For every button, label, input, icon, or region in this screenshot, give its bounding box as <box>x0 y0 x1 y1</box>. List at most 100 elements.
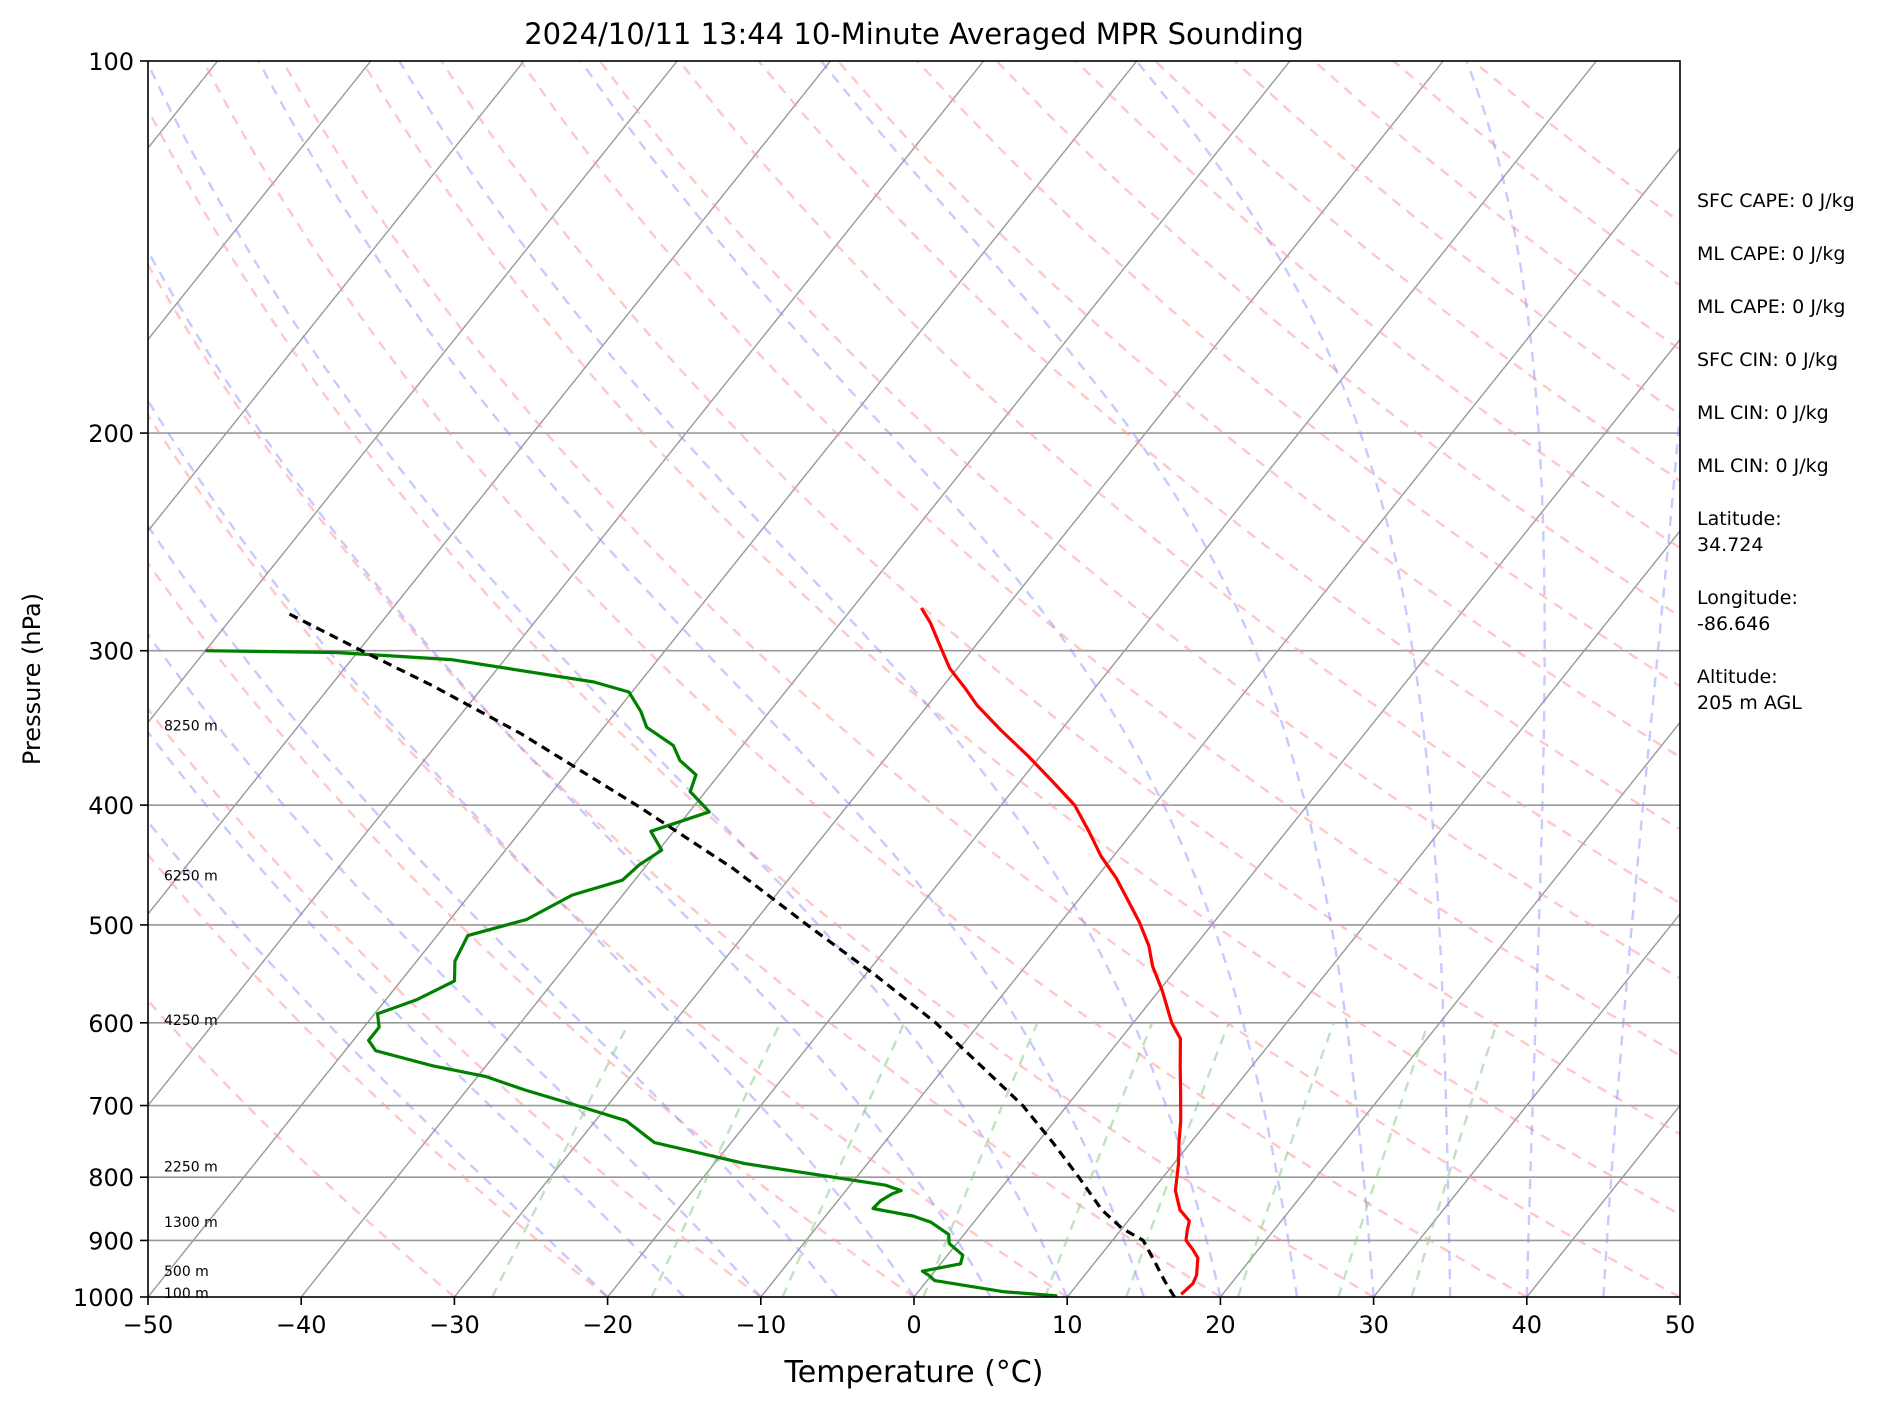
dry-adiabat <box>148 262 1222 1297</box>
isotherm-line <box>1373 912 1680 1297</box>
moist-adiabat <box>148 632 762 1297</box>
height-label: 100 m <box>164 1286 209 1302</box>
x-tick-label: −20 <box>582 1311 633 1339</box>
dry-adiabat <box>678 61 1680 905</box>
x-tick-label: 50 <box>1665 1311 1696 1339</box>
mixing-ratio-line <box>491 1022 630 1297</box>
moist-adiabat <box>257 61 1145 1297</box>
isotherm-line <box>1219 721 1680 1297</box>
mixing-ratio-line <box>1125 1022 1230 1297</box>
isotherm-line <box>913 338 1680 1297</box>
height-label: 4250 m <box>164 1013 218 1029</box>
dry-adiabat <box>440 61 1680 1136</box>
dry-adiabat <box>148 107 1375 1297</box>
info-line: Altitude: 205 m AGL <box>1697 666 1802 714</box>
height-label: 8250 m <box>164 719 218 735</box>
dry-adiabat <box>148 560 915 1297</box>
dry-adiabat <box>916 61 1680 688</box>
isotherm-line <box>148 61 372 341</box>
axis-ticks: −50 −40 −30 −20 −10 0 10 20 30 40 50 100 200 300 400 50… <box>73 48 1695 1339</box>
x-tick-label: −10 <box>735 1311 786 1339</box>
y-axis-label: Pressure (hPa) <box>18 593 46 765</box>
y-tick-label: 600 <box>88 1010 134 1038</box>
mixing-ratio-line <box>781 1022 906 1297</box>
y-tick-label: 100 <box>88 48 134 76</box>
background-lines <box>148 61 1680 1297</box>
x-tick-label: 10 <box>1052 1311 1083 1339</box>
moist-adiabat <box>579 61 1299 1297</box>
moist-adiabat <box>148 730 686 1297</box>
info-line: Latitude: 34.724 <box>1697 508 1782 556</box>
y-tick-label: 700 <box>88 1093 134 1121</box>
info-line: ML CIN: 0 J/kg <box>1697 455 1829 477</box>
moist-adiabat <box>1465 61 1546 1297</box>
mixing-ratio-line <box>1410 1022 1499 1297</box>
info-line: ML CAPE: 0 J/kg <box>1697 296 1846 318</box>
info-line: SFC CIN: 0 J/kg <box>1697 349 1839 371</box>
sounding-info-panel: SFC CAPE: 0 J/kg ML CAPE: 0 J/kg ML CAPE: … <box>1697 188 1855 743</box>
x-tick-label: −50 <box>123 1311 174 1339</box>
dry-adiabat <box>281 61 1680 1297</box>
dry-adiabat <box>148 998 456 1297</box>
isotherm-line <box>453 61 1444 1297</box>
isotherm-line <box>148 61 985 1107</box>
mixing-ratio-line <box>650 1022 782 1297</box>
isotherm-line <box>760 146 1680 1297</box>
isotherm-line <box>148 61 678 724</box>
mixing-ratio-line <box>922 1022 1039 1297</box>
height-label: 2250 m <box>164 1159 218 1175</box>
info-line: ML CIN: 0 J/kg <box>1697 402 1829 424</box>
moist-adiabat <box>148 523 839 1297</box>
parcel-profile-line <box>287 612 1176 1297</box>
dry-adiabat <box>519 61 1680 1057</box>
dry-adiabat <box>202 61 1528 1297</box>
moist-adiabat <box>1602 399 1680 1297</box>
dewpoint-profile-line <box>205 649 1058 1297</box>
y-tick-label: 200 <box>88 420 134 448</box>
moist-adiabat <box>148 820 609 1297</box>
isotherm-line <box>300 61 1291 1297</box>
x-tick-label: 40 <box>1512 1311 1543 1339</box>
x-axis-label: Temperature (°C) <box>784 1355 1044 1390</box>
temperature-profile-line <box>920 607 1200 1296</box>
y-tick-label: 900 <box>88 1227 134 1255</box>
height-label: 1300 m <box>164 1215 218 1231</box>
info-line: SFC CAPE: 0 J/kg <box>1697 190 1855 212</box>
mixing-ratio-line <box>1043 1022 1154 1297</box>
isotherm-line <box>1066 529 1680 1297</box>
isotherm-line <box>607 61 1597 1297</box>
dry-adiabat <box>360 61 1680 1216</box>
mixing-ratio-line <box>1236 1022 1335 1297</box>
y-tick-label: 800 <box>88 1164 134 1192</box>
dry-adiabat <box>148 413 1068 1297</box>
x-tick-label: 30 <box>1358 1311 1389 1339</box>
y-tick-label: 500 <box>88 912 134 940</box>
dry-adiabat <box>837 61 1680 759</box>
height-label: 6250 m <box>164 868 218 884</box>
x-tick-label: 0 <box>906 1311 921 1339</box>
height-labels: 8250 m 6250 m 4250 m 2250 m 1300 m 500 m 100 m <box>164 719 218 1302</box>
y-tick-label: 1000 <box>73 1284 134 1312</box>
info-line: ML CAPE: 0 J/kg <box>1697 243 1846 265</box>
x-tick-label: 20 <box>1205 1311 1236 1339</box>
moist-adiabat <box>398 61 1222 1297</box>
isotherm-line <box>148 61 525 533</box>
y-tick-label: 300 <box>88 638 134 666</box>
moist-adiabat <box>148 61 1069 1297</box>
moist-adiabat <box>1135 61 1452 1297</box>
info-line: Longitude: -86.646 <box>1697 587 1798 635</box>
dry-adiabat <box>148 852 609 1297</box>
moist-adiabat <box>148 398 915 1297</box>
x-tick-label: −30 <box>429 1311 480 1339</box>
dry-adiabat <box>148 707 762 1297</box>
y-tick-label: 400 <box>88 792 134 820</box>
mixing-ratio-line <box>1337 1022 1430 1297</box>
height-label: 500 m <box>164 1264 209 1280</box>
chart-title: 2024/10/11 13:44 10-Minute Averaged MPR … <box>524 17 1304 51</box>
isotherm-line <box>148 61 1138 1297</box>
data-series <box>205 607 1200 1297</box>
x-tick-label: −40 <box>276 1311 327 1339</box>
moist-adiabat <box>148 249 992 1297</box>
isotherm-line <box>148 61 831 916</box>
